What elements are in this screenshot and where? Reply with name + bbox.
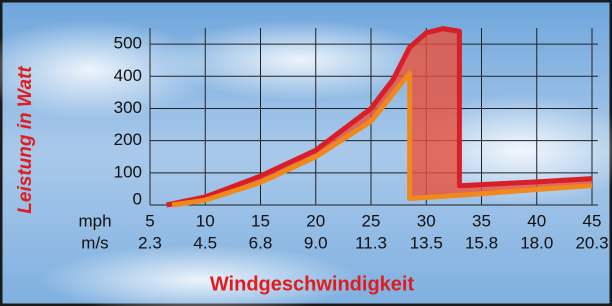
x-unit-label: mph bbox=[78, 211, 111, 230]
x-tick-label: 45 bbox=[583, 211, 602, 230]
y-axis-title: Leistung in Watt bbox=[15, 66, 36, 214]
x2-tick-label: 9.0 bbox=[304, 233, 328, 252]
y-tick-label: 100 bbox=[114, 162, 142, 181]
x2-tick-label: 2.3 bbox=[138, 233, 162, 252]
chart: Leistung in Watt Windgeschwindigkeit mph… bbox=[0, 0, 612, 306]
x2-tick-label: 20.3 bbox=[575, 233, 608, 252]
x2-tick-label: 4.5 bbox=[193, 233, 217, 252]
x-tick-label: 35 bbox=[472, 211, 491, 230]
y-tick-label: 200 bbox=[114, 130, 142, 149]
x2-tick-label: 11.3 bbox=[355, 233, 387, 252]
x2-tick-label: 15.8 bbox=[465, 233, 498, 252]
x2-unit-label: m/s bbox=[81, 233, 108, 252]
x-tick-label: 5 bbox=[145, 211, 154, 230]
x-tick-label: 40 bbox=[527, 211, 546, 230]
x-axis-title: Windgeschwindigkeit bbox=[210, 273, 415, 295]
x-tick-label: 10 bbox=[196, 211, 215, 230]
y-tick-label: 0 bbox=[133, 189, 142, 208]
y-tick-label: 500 bbox=[114, 34, 142, 53]
x-tick-label: 15 bbox=[251, 211, 270, 230]
x-tick-label: 25 bbox=[362, 211, 381, 230]
y-tick-label: 400 bbox=[114, 66, 142, 85]
x2-tick-label: 6.8 bbox=[249, 233, 273, 252]
y-tick-label: 300 bbox=[114, 98, 142, 117]
x-tick-label: 20 bbox=[306, 211, 325, 230]
x-tick-label: 30 bbox=[417, 211, 436, 230]
x2-tick-label: 13.5 bbox=[410, 233, 443, 252]
x2-tick-label: 18.0 bbox=[520, 233, 553, 252]
